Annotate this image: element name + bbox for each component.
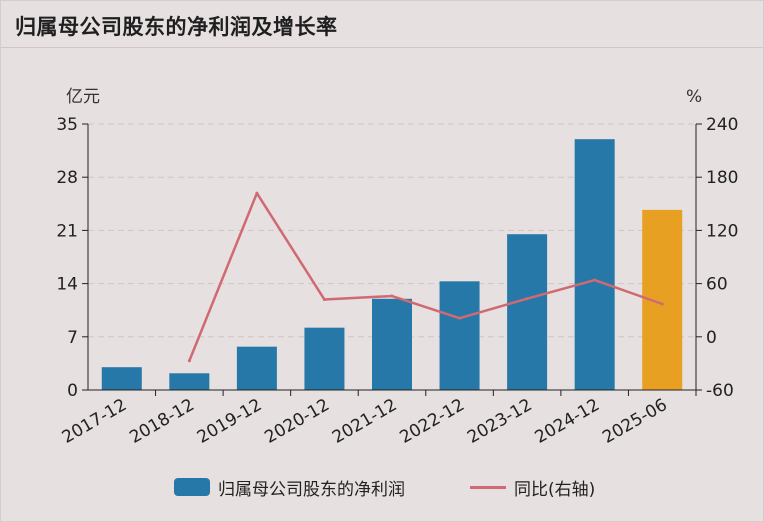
x-axis-tick-label: 2020-12 [261,395,333,448]
bar [236,346,277,390]
bar [304,327,345,390]
x-axis-tick-label: 2017-12 [59,395,131,448]
legend-bar-swatch [174,478,210,496]
bar-series [101,139,683,390]
line-series [187,191,664,363]
x-axis-tick-label: 2024-12 [532,395,604,448]
panel-header: 归属母公司股东的净利润及增长率 [1,1,763,48]
right-axis-tick-label: 60 [706,275,728,295]
grid-lines [88,123,696,338]
left-axis-tick-label: 7 [67,328,78,348]
bar [439,281,480,390]
x-axis-tick-label: 2018-12 [126,395,198,448]
legend-item-yoy[interactable]: 同比(右轴) [470,474,595,500]
x-axis-tick-label: 2025-06 [599,395,671,448]
right-axis-tick-label: -60 [706,381,734,401]
right-axis-unit: % [686,87,702,107]
bar [169,373,210,390]
legend-item-profit[interactable]: 归属母公司股东的净利润 [174,474,405,500]
right-axis-tick-label: 0 [706,328,717,348]
x-axis-tick-label: 2022-12 [397,395,469,448]
line-point [525,297,529,301]
right-axis-tick-label: 240 [706,115,738,135]
line-point [187,359,191,363]
line-point [322,298,326,302]
line-point [660,302,664,306]
legend-line-swatch [470,485,506,489]
line-point [255,191,259,195]
left-axis-tick-label: 21 [56,221,78,241]
right-axis-tick-label: 180 [706,168,738,188]
bar [574,139,615,390]
right-axis-tick-label: 120 [706,221,738,241]
yoy-line [188,191,663,362]
bar [507,234,548,390]
x-axis-tick-label: 2019-12 [194,395,266,448]
left-axis-tick-label: 35 [56,115,78,135]
left-axis-unit: 亿元 [66,87,100,107]
left-axis-tick-label: 28 [56,168,78,188]
legend-label-yoy: 同比(右轴) [514,479,596,500]
x-axis-tick-label: 2023-12 [464,395,536,448]
left-axis-tick-label: 0 [67,381,78,401]
line-point [593,278,597,282]
legend: 归属母公司股东的净利润 同比(右轴) [0,474,764,500]
left-axis-tick-label: 14 [56,275,78,295]
page-title: 归属母公司股东的净利润及增长率 [15,15,338,39]
line-point [390,294,394,298]
line-point [458,316,462,320]
bar [372,298,412,390]
legend-label-profit: 归属母公司股东的净利润 [218,479,405,500]
bar [101,367,142,390]
x-axis-tick-label: 2021-12 [329,395,401,448]
